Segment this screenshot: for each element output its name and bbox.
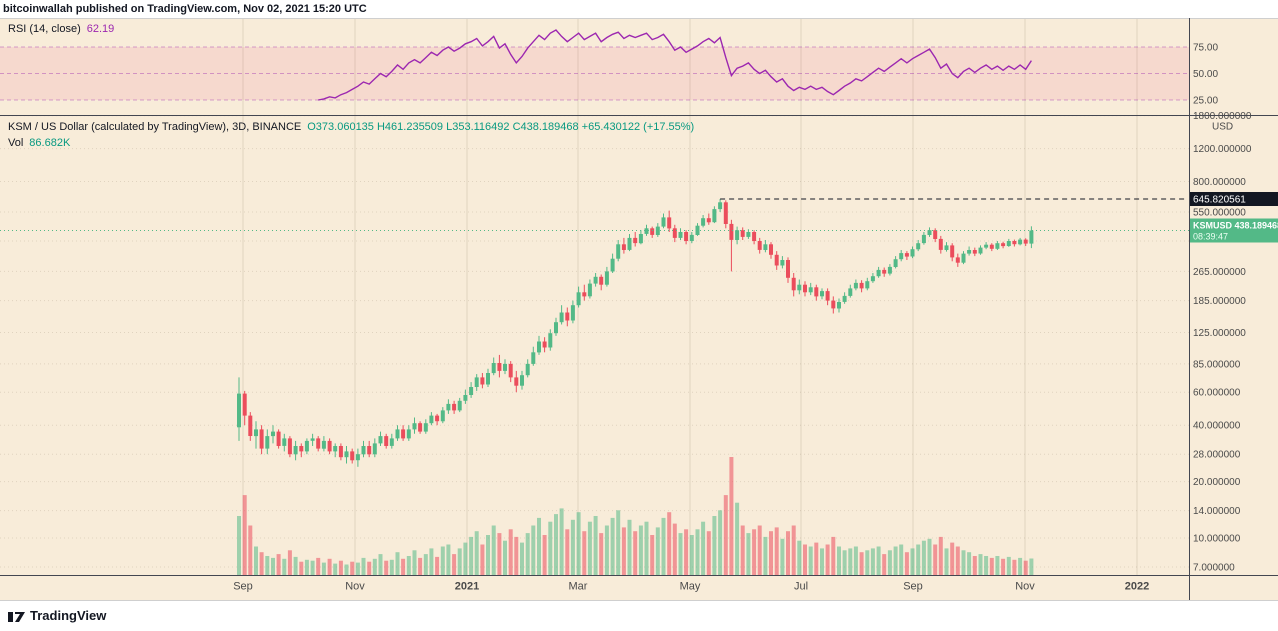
publisher-text: bitcoinwallah published on TradingView.c… — [3, 3, 367, 15]
svg-text:Sep: Sep — [903, 581, 923, 593]
svg-text:550.000000: 550.000000 — [1193, 208, 1246, 219]
gridlines — [0, 18, 1189, 575]
svg-text:60.000000: 60.000000 — [1193, 388, 1241, 399]
svg-text:185.000000: 185.000000 — [1193, 296, 1246, 307]
svg-text:10.000000: 10.000000 — [1193, 534, 1241, 545]
svg-text:Mar: Mar — [569, 581, 588, 593]
volume-bars — [237, 457, 1034, 575]
rsi-line — [318, 29, 1032, 101]
svg-text:1800.000000: 1800.000000 — [1193, 111, 1252, 122]
svg-text:75.00: 75.00 — [1193, 43, 1218, 54]
tradingview-brand-text: TradingView — [30, 608, 107, 623]
svg-text:28.000000: 28.000000 — [1193, 450, 1241, 461]
svg-text:KSMUSD 438.189468: KSMUSD 438.189468 — [1193, 221, 1278, 231]
tradingview-brand-link[interactable]: TradingView — [8, 608, 106, 623]
axis-unit-label: USD — [1212, 122, 1233, 133]
rsi-band — [0, 46, 1189, 101]
svg-text:800.000000: 800.000000 — [1193, 177, 1246, 188]
svg-text:14.000000: 14.000000 — [1193, 506, 1241, 517]
svg-text:Nov: Nov — [1015, 581, 1035, 593]
candles — [237, 199, 1034, 467]
svg-text:1200.000000: 1200.000000 — [1193, 144, 1252, 155]
high-price-label: 645.820561 — [1190, 192, 1278, 206]
svg-text:645.820561: 645.820561 — [1193, 195, 1246, 206]
svg-text:40.000000: 40.000000 — [1193, 421, 1241, 432]
svg-text:20.000000: 20.000000 — [1193, 477, 1241, 488]
svg-text:125.000000: 125.000000 — [1193, 328, 1246, 339]
svg-text:May: May — [680, 581, 701, 593]
svg-text:Sep: Sep — [233, 581, 253, 593]
svg-text:25.00: 25.00 — [1193, 96, 1218, 107]
svg-text:265.000000: 265.000000 — [1193, 267, 1246, 278]
svg-text:Nov: Nov — [345, 581, 365, 593]
svg-text:7.000000: 7.000000 — [1193, 563, 1235, 574]
publisher-bar: bitcoinwallah published on TradingView.c… — [0, 0, 1278, 18]
rsi-axis[interactable]: 75.00 50.00 25.00 — [1193, 43, 1218, 107]
svg-text:50.00: 50.00 — [1193, 69, 1218, 80]
svg-text:85.000000: 85.000000 — [1193, 359, 1241, 370]
svg-text:2021: 2021 — [455, 581, 479, 593]
tradingview-logo-icon — [8, 612, 25, 622]
time-axis[interactable]: Sep Nov 2021 Mar May Jul Sep Nov 2022 — [233, 581, 1149, 593]
pane-separators — [0, 18, 1278, 601]
price-axis[interactable]: 7.000000 10.000000 14.000000 20.000000 28.00… — [1193, 111, 1252, 573]
bar-countdown: 08:39:47 — [1193, 232, 1228, 242]
footer-bar: TradingView — [0, 601, 1278, 631]
svg-text:2022: 2022 — [1125, 581, 1149, 593]
svg-text:Jul: Jul — [794, 581, 808, 593]
